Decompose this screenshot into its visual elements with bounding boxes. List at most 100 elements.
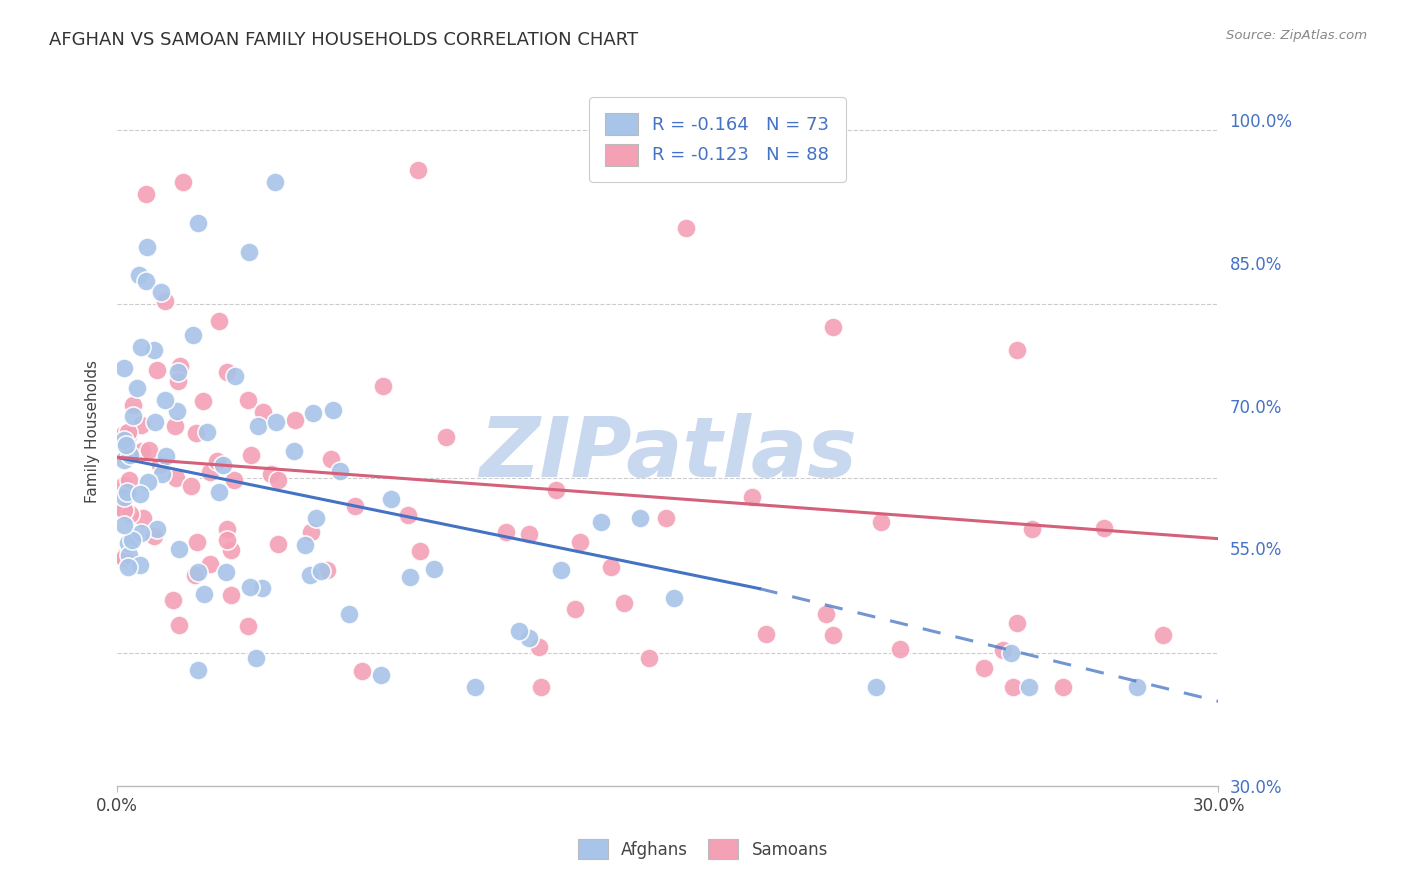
Point — [193, 393, 215, 408]
Point — [121, 398, 143, 412]
Point — [186, 535, 208, 549]
Point — [821, 320, 844, 334]
Point — [112, 503, 135, 517]
Point — [236, 618, 259, 632]
Point — [396, 508, 419, 523]
Point — [568, 535, 591, 549]
Point — [1052, 681, 1074, 695]
Point — [266, 473, 288, 487]
Point — [121, 409, 143, 423]
Point — [422, 562, 444, 576]
Point — [263, 175, 285, 189]
Point — [219, 542, 242, 557]
Point — [215, 365, 238, 379]
Text: ZIPatlas: ZIPatlas — [479, 413, 856, 493]
Point — [150, 467, 173, 481]
Point — [150, 285, 173, 300]
Point — [112, 490, 135, 504]
Point — [409, 544, 432, 558]
Point — [329, 464, 352, 478]
Point — [973, 661, 995, 675]
Point — [205, 454, 228, 468]
Point — [198, 557, 221, 571]
Point — [591, 515, 613, 529]
Point — [117, 536, 139, 550]
Point — [215, 565, 238, 579]
Point — [283, 413, 305, 427]
Point — [302, 405, 325, 419]
Point — [125, 381, 148, 395]
Point — [219, 588, 242, 602]
Point — [146, 363, 169, 377]
Point — [163, 419, 186, 434]
Point — [741, 490, 763, 504]
Point — [165, 471, 187, 485]
Point — [406, 163, 429, 178]
Text: AFGHAN VS SAMOAN FAMILY HOUSEHOLDS CORRELATION CHART: AFGHAN VS SAMOAN FAMILY HOUSEHOLDS CORRE… — [49, 31, 638, 49]
Point — [167, 541, 190, 556]
Point — [628, 511, 651, 525]
Point — [1005, 616, 1028, 631]
Point — [343, 499, 366, 513]
Point — [217, 522, 239, 536]
Point — [294, 538, 316, 552]
Point — [655, 511, 678, 525]
Point — [129, 526, 152, 541]
Point — [217, 533, 239, 547]
Point — [399, 570, 422, 584]
Point — [544, 483, 567, 497]
Point — [117, 429, 139, 443]
Point — [352, 665, 374, 679]
Text: Source: ZipAtlas.com: Source: ZipAtlas.com — [1226, 29, 1367, 42]
Point — [112, 361, 135, 376]
Point — [180, 479, 202, 493]
Point — [153, 393, 176, 408]
Point — [239, 448, 262, 462]
Point — [305, 510, 328, 524]
Point — [664, 591, 686, 605]
Point — [138, 442, 160, 457]
Point — [149, 458, 172, 472]
Point — [236, 393, 259, 408]
Point — [135, 274, 157, 288]
Point — [316, 563, 339, 577]
Point — [166, 375, 188, 389]
Point — [136, 475, 159, 490]
Point — [260, 467, 283, 481]
Point — [166, 404, 188, 418]
Point — [530, 681, 553, 695]
Point — [112, 427, 135, 442]
Point — [238, 244, 260, 259]
Point — [283, 444, 305, 458]
Point — [1001, 681, 1024, 695]
Point — [155, 294, 177, 309]
Point — [198, 465, 221, 479]
Point — [187, 663, 209, 677]
Point — [129, 340, 152, 354]
Point — [112, 503, 135, 517]
Point — [550, 563, 572, 577]
Point — [118, 548, 141, 562]
Point — [495, 524, 517, 539]
Point — [143, 343, 166, 357]
Point — [1018, 681, 1040, 695]
Point — [207, 484, 229, 499]
Point — [131, 417, 153, 432]
Point — [136, 239, 159, 253]
Point — [247, 419, 270, 434]
Point — [162, 593, 184, 607]
Legend: Afghans, Samoans: Afghans, Samoans — [569, 830, 837, 868]
Point — [193, 587, 215, 601]
Point — [529, 640, 551, 654]
Point — [264, 415, 287, 429]
Point — [208, 314, 231, 328]
Point — [1000, 646, 1022, 660]
Point — [172, 175, 194, 189]
Point — [195, 425, 218, 439]
Point — [121, 533, 143, 547]
Point — [118, 473, 141, 487]
Point — [187, 216, 209, 230]
Point — [599, 560, 621, 574]
Point — [128, 558, 150, 573]
Point — [112, 433, 135, 447]
